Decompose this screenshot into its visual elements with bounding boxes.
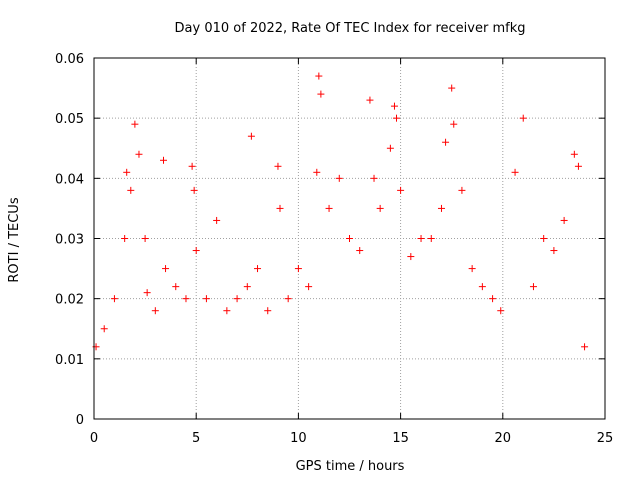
- data-point: [131, 120, 139, 128]
- data-point: [182, 295, 190, 303]
- data-point: [100, 325, 108, 333]
- data-point: [223, 307, 231, 315]
- data-point: [121, 235, 129, 242]
- data-point: [376, 204, 384, 212]
- data-point: [315, 72, 323, 80]
- data-point: [325, 204, 333, 212]
- y-tick-label: 0.06: [55, 52, 84, 67]
- data-point: [110, 295, 118, 303]
- data-point: [511, 168, 519, 176]
- data-point: [143, 289, 151, 297]
- data-point: [427, 235, 435, 242]
- data-point: [162, 265, 170, 273]
- data-point: [390, 102, 398, 110]
- data-point: [550, 247, 558, 255]
- data-point: [468, 265, 476, 273]
- data-point: [519, 114, 527, 122]
- data-point: [233, 295, 241, 303]
- data-point: [141, 235, 149, 242]
- data-point: [213, 216, 221, 224]
- data-point: [529, 283, 537, 291]
- data-point: [346, 235, 353, 242]
- data-point: [458, 186, 466, 194]
- data-point: [247, 132, 255, 140]
- data-point: [335, 174, 343, 182]
- x-tick-label: 20: [495, 431, 512, 446]
- data-point: [172, 283, 180, 291]
- data-point: [356, 247, 364, 255]
- x-tick-label: 15: [392, 431, 409, 446]
- data-point: [570, 150, 578, 158]
- data-point: [366, 96, 374, 104]
- data-point: [294, 265, 302, 273]
- data-point: [305, 283, 313, 291]
- data-point: [192, 247, 200, 255]
- data-point: [417, 235, 425, 242]
- data-point: [574, 162, 582, 170]
- data-point: [313, 168, 321, 176]
- data-point: [127, 186, 135, 194]
- data-point: [581, 343, 589, 351]
- axis-ticks: 0 0.01 0.02 0.03 0.04 0.05 0.06 0 5 10 15 20 25: [55, 52, 613, 446]
- y-axis-label: ROTI / TECUs: [7, 197, 22, 282]
- data-point: [370, 174, 378, 182]
- data-point: [123, 168, 131, 176]
- data-point: [254, 265, 262, 273]
- data-point: [540, 235, 548, 242]
- y-tick-label: 0.05: [55, 112, 84, 127]
- data-point: [190, 186, 198, 194]
- data-point: [243, 283, 251, 291]
- data-points: [92, 72, 589, 351]
- x-tick-label: 5: [192, 431, 200, 446]
- data-point: [202, 295, 210, 303]
- data-point: [274, 162, 282, 170]
- y-tick-label: 0.04: [55, 172, 84, 187]
- data-point: [284, 295, 292, 303]
- data-point: [276, 204, 284, 212]
- y-tick-label: 0.01: [55, 353, 84, 368]
- data-point: [386, 144, 394, 152]
- x-axis-label: GPS time / hours: [296, 459, 405, 474]
- y-tick-label: 0: [76, 413, 84, 428]
- data-point: [264, 307, 272, 315]
- data-point: [397, 186, 405, 194]
- x-tick-label: 10: [290, 431, 307, 446]
- data-point: [407, 253, 415, 261]
- data-point: [151, 307, 159, 315]
- data-point: [560, 216, 568, 224]
- data-point: [159, 156, 167, 164]
- x-tick-label: 25: [597, 431, 614, 446]
- data-point: [489, 295, 497, 303]
- data-point: [448, 84, 456, 92]
- data-point: [478, 283, 486, 291]
- chart-title: Day 010 of 2022, Rate Of TEC Index for r…: [175, 21, 526, 36]
- data-point: [317, 90, 325, 98]
- data-point: [450, 120, 458, 128]
- data-point: [442, 138, 450, 146]
- x-tick-label: 0: [90, 431, 98, 446]
- data-point: [393, 114, 401, 122]
- data-point: [135, 150, 143, 158]
- y-tick-label: 0.02: [55, 293, 84, 308]
- data-point: [437, 204, 445, 212]
- y-tick-label: 0.03: [55, 233, 84, 248]
- data-point: [188, 162, 196, 170]
- data-point: [497, 307, 505, 315]
